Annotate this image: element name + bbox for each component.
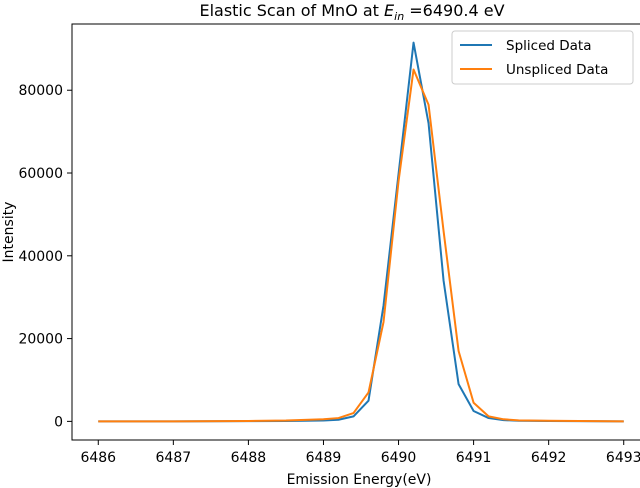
x-tick-label: 6491 <box>456 450 492 466</box>
chart-title: Elastic Scan of MnO at Ein =6490.4 eV <box>199 1 504 23</box>
x-tick-label: 6486 <box>80 450 116 466</box>
y-tick-label: 80000 <box>18 83 63 99</box>
chart-title-suffix: =6490.4 eV <box>404 1 504 20</box>
x-tick-label: 6489 <box>306 450 342 466</box>
y-tick-label: 20000 <box>18 332 63 348</box>
y-tick-label: 60000 <box>18 166 63 182</box>
x-axis-label: Emission Energy(eV) <box>287 472 432 488</box>
legend-label-unspliced: Unspliced Data <box>506 62 608 78</box>
y-axis-ticks: 0 20000 40000 60000 80000 <box>18 83 72 430</box>
legend-box <box>451 30 634 85</box>
y-tick-label: 40000 <box>18 249 63 265</box>
y-tick-label: 0 <box>54 414 63 430</box>
y-axis-label: Intensity <box>1 202 17 263</box>
series-line-unspliced <box>98 68 624 423</box>
x-axis-ticks: 6486 6487 6488 6489 6490 6491 6492 6493 <box>80 440 640 466</box>
chart-title-subscript: in <box>394 10 404 23</box>
x-tick-label: 6493 <box>606 450 640 466</box>
legend-label-spliced: Spliced Data <box>506 38 591 54</box>
x-tick-label: 6492 <box>531 450 567 466</box>
x-tick-label: 6490 <box>381 450 417 466</box>
chart-title-symbol: E <box>384 1 395 20</box>
legend: Spliced Data Unspliced Data <box>451 30 634 85</box>
chart-title-prefix: Elastic Scan of MnO at <box>199 1 384 20</box>
plot-lines <box>98 41 624 423</box>
plot-frame <box>71 23 640 441</box>
x-tick-label: 6488 <box>231 450 267 466</box>
x-tick-label: 6487 <box>156 450 192 466</box>
